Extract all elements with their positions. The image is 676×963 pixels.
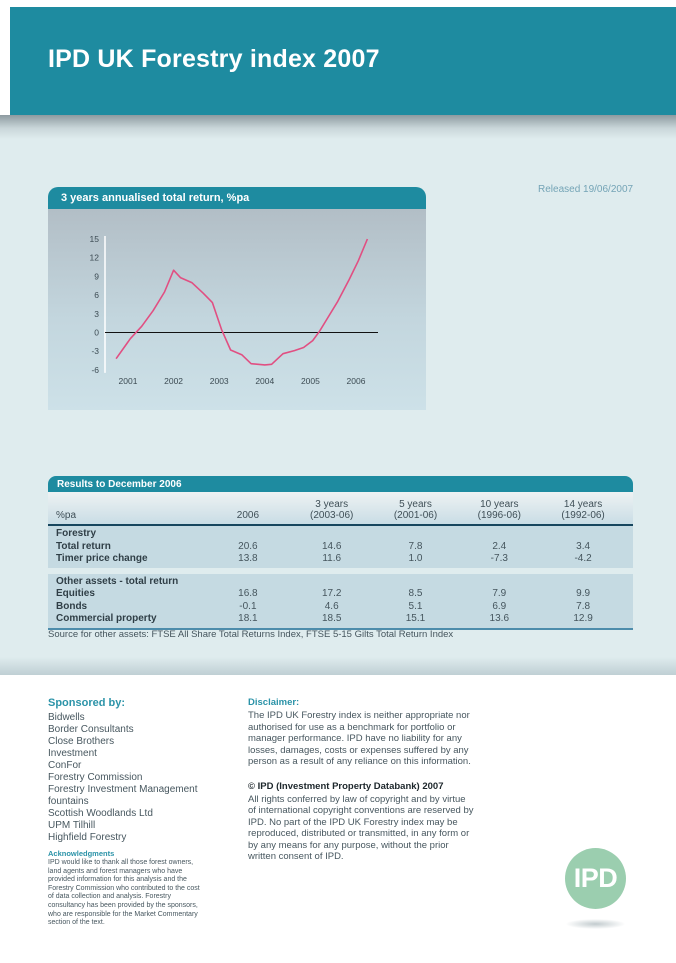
svg-text:3: 3 [94, 309, 99, 319]
svg-text:12: 12 [90, 253, 100, 263]
sponsor-item: Bidwells [48, 712, 85, 723]
svg-text:2002: 2002 [164, 376, 183, 386]
column-header-3years: 3 years (2003-06) [310, 499, 354, 521]
acknowledgments-heading: Acknowledgments [48, 849, 115, 858]
svg-text:2004: 2004 [255, 376, 274, 386]
sponsor-item: Scottish Woodlands Ltd [48, 808, 153, 819]
svg-text:2006: 2006 [347, 376, 366, 386]
column-header-5years: 5 years (2001-06) [393, 499, 438, 521]
table-row: Commercial property 18.1 18.5 15.1 13.6 … [56, 613, 593, 624]
table-section-other-assets: Other assets - total return Equities 16.… [48, 573, 633, 630]
chart-title: 3 years annualised total return, %pa [61, 192, 250, 204]
table-row: Bonds -0.1 4.6 5.1 6.9 7.8 [56, 600, 591, 612]
svg-text:15: 15 [90, 234, 100, 244]
column-header-14years: 14 years (1992-06) [561, 499, 605, 521]
sponsor-item: UPM Tilhill [48, 820, 96, 831]
sponsor-item: fountains [48, 796, 89, 807]
disclaimer-column: Disclaimer: The IPD UK Forestry index is… [248, 697, 474, 863]
section-header: Forestry [56, 528, 97, 539]
results-table: Results to December 2006 %pa 2006 3 year… [48, 476, 633, 630]
svg-text:2005: 2005 [301, 376, 320, 386]
page-title: IPD UK Forestry index 2007 [48, 45, 380, 73]
chart-svg: 15 12 9 6 3 0 -3 -6 2001 2002 2003 2004 2005 2006 [90, 234, 378, 386]
column-header-pa: %pa [56, 510, 77, 521]
content-background-bottom-edge [0, 657, 676, 675]
sponsored-by-heading: Sponsored by: [48, 697, 126, 709]
chart-panel: 3 years annualised total return, %pa 15 1… [48, 187, 426, 410]
svg-text:2001: 2001 [119, 376, 138, 386]
ipd-logo-shadow [566, 919, 625, 929]
column-header-2006: 2006 [236, 510, 260, 521]
sponsor-item: Forestry Investment Management [48, 784, 198, 795]
sponsor-item: Investment [48, 748, 97, 759]
svg-text:2003: 2003 [210, 376, 229, 386]
disclaimer-heading: Disclaimer: [248, 697, 300, 708]
ipd-logo-text: IPD [573, 863, 618, 893]
header-band: IPD UK Forestry index 2007 [10, 7, 676, 115]
ipd-logo: IPD [565, 848, 626, 909]
sponsor-item: Close Brothers [48, 736, 115, 747]
sponsored-by-column: Sponsored by: Bidwells Border Consultant… [48, 697, 243, 928]
copyright-heading: © IPD (Investment Property Databank) 200… [248, 780, 444, 792]
copyright-text: All rights conferred by law of copyright… [248, 793, 474, 863]
acknowledgments-text: IPD would like to thank all those forest… [48, 859, 200, 927]
table-row: Timer price change 13.8 11.6 1.0 -7.3 -4… [56, 553, 592, 564]
svg-text:-3: -3 [91, 346, 99, 356]
table-title-bar: Results to December 2006 [48, 476, 633, 492]
source-note: Source for other assets: FTSE All Share … [48, 629, 454, 640]
section-header: Other assets - total return [56, 575, 179, 587]
svg-text:9: 9 [94, 271, 99, 281]
sponsor-item: Highfield Forestry [48, 832, 127, 843]
table-row: Equities 16.8 17.2 8.5 7.9 9.9 [56, 588, 591, 599]
svg-text:6: 6 [94, 290, 99, 300]
header-shadow-strip [0, 115, 676, 139]
table-row: Total return 20.6 14.6 7.8 2.4 3.4 [56, 540, 591, 552]
column-header-10years: 10 years (1996-06) [477, 499, 521, 521]
chart-title-bar: 3 years annualised total return, %pa [48, 187, 426, 209]
table-title: Results to December 2006 [57, 479, 182, 490]
sponsor-item: ConFor [48, 760, 82, 771]
disclaimer-text: The IPD UK Forestry index is neither app… [248, 710, 471, 767]
sponsor-item: Forestry Commission [48, 772, 143, 783]
svg-text:-6: -6 [91, 365, 99, 375]
svg-text:0: 0 [94, 328, 99, 338]
released-date: Released 19/06/2007 [538, 184, 634, 195]
sponsor-item: Border Consultants [48, 724, 134, 735]
table-section-forestry: Forestry Total return 20.6 14.6 7.8 2.4 … [48, 526, 633, 568]
chart-body: 15 12 9 6 3 0 -3 -6 2001 2002 2003 2004 2005 2006 [48, 209, 426, 410]
table-header-row: %pa 2006 3 years (2003-06) 5 years (2001-0… [48, 492, 633, 526]
